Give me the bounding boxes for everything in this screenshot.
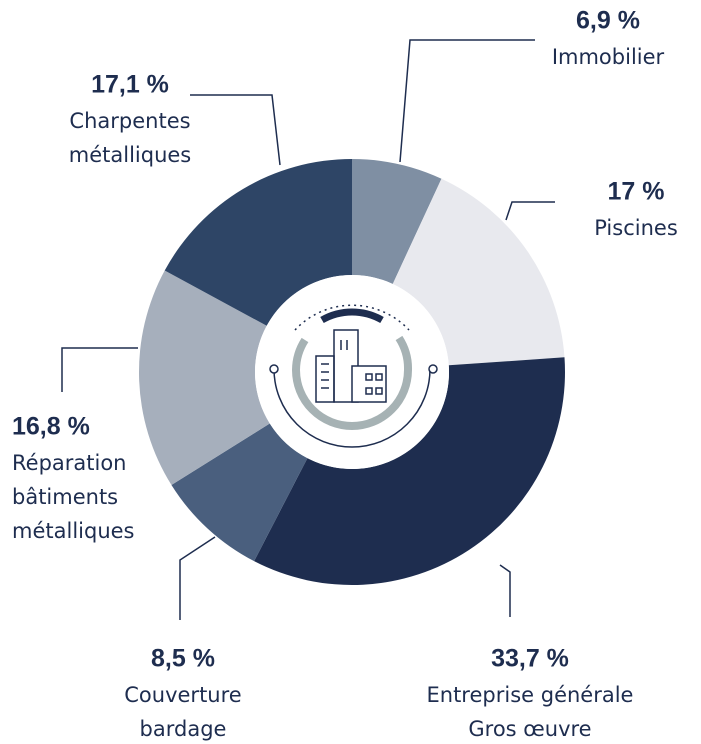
category-label: métalliques — [69, 143, 191, 167]
slice — [139, 270, 270, 485]
leader-line — [399, 39, 535, 163]
value-label: 17 % — [608, 178, 665, 206]
slice — [171, 423, 308, 562]
category-label: Couverture — [124, 683, 241, 707]
donut — [139, 159, 565, 585]
category-label: Piscines — [594, 216, 678, 240]
category-label: Gros œuvre — [468, 717, 591, 741]
leader-line — [61, 347, 138, 392]
value-label: 16,8 % — [12, 413, 90, 441]
value-label: 33,7 % — [491, 645, 569, 673]
slice — [352, 159, 442, 284]
leader-line — [179, 536, 216, 620]
value-label: 17,1 % — [91, 71, 169, 99]
category-label: Immobilier — [552, 45, 665, 69]
slice — [392, 178, 565, 366]
leader-line — [190, 94, 281, 166]
slice — [254, 357, 565, 585]
slice — [164, 159, 352, 326]
category-label: Entreprise générale — [427, 683, 634, 707]
value-label: 6,9 % — [576, 7, 640, 35]
category-label: bardage — [140, 717, 227, 741]
leader-line — [505, 201, 555, 221]
center-icon — [269, 304, 438, 448]
category-label: Réparation — [12, 451, 127, 475]
category-label: Charpentes — [69, 109, 190, 133]
value-label: 8,5 % — [151, 645, 215, 673]
category-label: métalliques — [12, 519, 134, 543]
category-label: bâtiments — [12, 485, 118, 509]
leader-line — [499, 564, 511, 617]
